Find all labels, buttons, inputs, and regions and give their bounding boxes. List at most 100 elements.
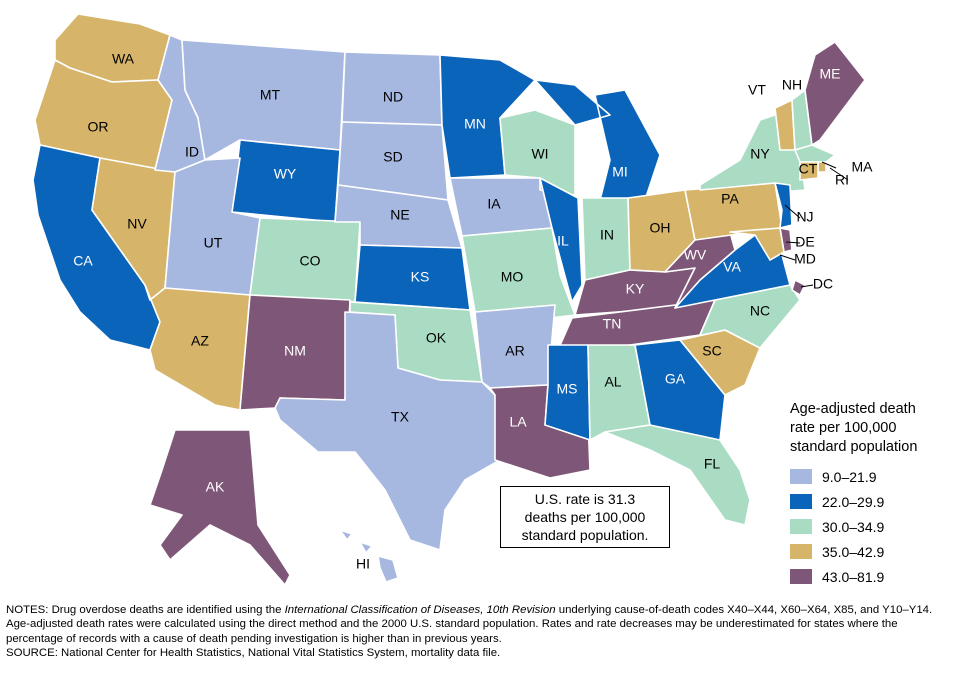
legend-title-line: rate per 100,000 xyxy=(790,420,897,436)
state-label-ma: MA xyxy=(852,159,874,175)
state-label-wy: WY xyxy=(274,166,297,182)
leader-line xyxy=(779,254,796,261)
legend-label: 30.0–34.9 xyxy=(822,518,885,535)
state-label-wa: WA xyxy=(112,51,135,67)
state-ct xyxy=(799,161,819,181)
state-label-ct: CT xyxy=(799,161,818,177)
us-rate-callout: U.S. rate is 31.3 deaths per 100,000 sta… xyxy=(500,486,670,548)
legend-label: 22.0–29.9 xyxy=(822,493,885,510)
map-canvas: WA OR CA NV ID MT WY UT AZ CO NM ND SD NE KS OK TX MN IA MO… xyxy=(32,13,874,586)
state-label-ms: MS xyxy=(557,381,578,397)
state-label-md: MD xyxy=(794,251,816,267)
state-label-oh: OH xyxy=(650,220,671,236)
leader-line xyxy=(800,284,814,288)
leader-line xyxy=(785,241,801,244)
legend-title-line: Age-adjusted death xyxy=(790,401,916,417)
legend-label: 35.0–42.9 xyxy=(822,543,885,560)
notes: NOTES: Drug overdose deaths are identifi… xyxy=(6,603,956,661)
legend: Age-adjusted death rate per 100,000 stan… xyxy=(790,400,955,589)
state-label-ky: KY xyxy=(626,281,645,297)
state-label-de: DE xyxy=(795,234,814,250)
state-label-nd: ND xyxy=(383,89,403,105)
state-fl xyxy=(604,424,751,526)
legend-title: Age-adjusted death rate per 100,000 stan… xyxy=(790,400,955,457)
state-label-co: CO xyxy=(300,253,321,269)
notes-prefix: NOTES: Drug overdose deaths are identifi… xyxy=(6,604,285,616)
state-label-nv: NV xyxy=(127,216,147,232)
state-label-nh: NH xyxy=(782,77,802,93)
state-label-va: VA xyxy=(723,259,741,275)
state-label-ok: OK xyxy=(426,330,447,346)
callout-line: deaths per 100,000 xyxy=(524,509,646,525)
state-label-mt: MT xyxy=(260,87,281,103)
state-label-ri: RI xyxy=(835,172,849,188)
state-label-mn: MN xyxy=(464,116,486,132)
state-label-ga: GA xyxy=(665,371,686,387)
state-ms xyxy=(544,344,591,441)
state-md xyxy=(729,227,785,261)
state-label-sd: SD xyxy=(383,149,402,165)
state-label-il: IL xyxy=(557,233,569,249)
state-label-ak: AK xyxy=(206,479,225,495)
state-dc xyxy=(791,279,806,296)
state-label-nm: NM xyxy=(284,343,306,359)
state-label-al: AL xyxy=(604,374,621,390)
us-choropleth-map: WA OR CA NV ID MT WY UT AZ CO NM ND SD NE KS OK TX MN IA MO… xyxy=(32,13,955,589)
state-ia xyxy=(449,177,553,237)
state-label-tn: TN xyxy=(603,316,622,332)
state-label-ar: AR xyxy=(505,343,524,359)
state-label-ks: KS xyxy=(411,269,430,285)
state-label-mo: MO xyxy=(501,269,524,285)
legend-swatch xyxy=(790,569,812,584)
state-label-ca: CA xyxy=(73,253,93,269)
state-label-ia: IA xyxy=(487,196,501,212)
state-me xyxy=(804,41,866,146)
legend-item: 22.0–29.9 xyxy=(790,489,955,514)
state-label-hi: HI xyxy=(356,556,370,572)
notes-text: NOTES: Drug overdose deaths are identifi… xyxy=(6,603,956,646)
state-label-pa: PA xyxy=(721,191,739,207)
state-label-me: ME xyxy=(820,66,841,82)
state-nj xyxy=(774,182,793,229)
callout-line: U.S. rate is 31.3 xyxy=(534,491,636,507)
source-text: SOURCE: National Center for Health Stati… xyxy=(6,647,501,660)
notes-suffix: underlying cause-of-death codes X40–X44,… xyxy=(6,604,933,645)
state-label-ny: NY xyxy=(750,146,770,162)
leader-line xyxy=(821,161,837,169)
legend-swatch xyxy=(790,494,812,509)
state-label-dc: DC xyxy=(813,276,833,292)
state-label-vt: VT xyxy=(748,82,766,98)
state-ma xyxy=(794,144,836,163)
state-label-ne: NE xyxy=(390,207,409,223)
notes-italic: International Classification of Diseases… xyxy=(284,604,556,616)
legend-label: 43.0–81.9 xyxy=(822,568,885,585)
legend-title-line: standard population xyxy=(790,439,918,455)
state-label-az: AZ xyxy=(191,333,209,349)
state-label-ut: UT xyxy=(204,235,223,251)
state-label-or: OR xyxy=(88,119,109,135)
leader-line xyxy=(784,204,801,219)
state-label-tx: TX xyxy=(391,409,410,425)
legend-item: 30.0–34.9 xyxy=(790,514,955,539)
legend-item: 9.0–21.9 xyxy=(790,464,955,489)
legend-swatch xyxy=(790,519,812,534)
legend-label: 9.0–21.9 xyxy=(822,468,877,485)
state-label-mi: MI xyxy=(612,164,628,180)
state-label-in: IN xyxy=(600,227,614,243)
state-label-wv: WV xyxy=(684,247,707,263)
state-label-sc: SC xyxy=(702,343,721,359)
legend-swatch xyxy=(790,544,812,559)
state-ak xyxy=(149,429,291,586)
leader-line xyxy=(829,167,849,181)
callout-line: standard population. xyxy=(521,527,649,543)
state-il xyxy=(539,177,583,303)
legend-item: 35.0–42.9 xyxy=(790,539,955,564)
state-label-nj: NJ xyxy=(796,209,813,225)
legend-swatch xyxy=(790,469,812,484)
legend-item: 43.0–81.9 xyxy=(790,564,955,589)
state-label-la: LA xyxy=(509,414,527,430)
state-label-id: ID xyxy=(185,144,199,160)
state-tx xyxy=(274,311,501,551)
state-label-fl: FL xyxy=(704,456,721,472)
state-label-wi: WI xyxy=(531,146,548,162)
